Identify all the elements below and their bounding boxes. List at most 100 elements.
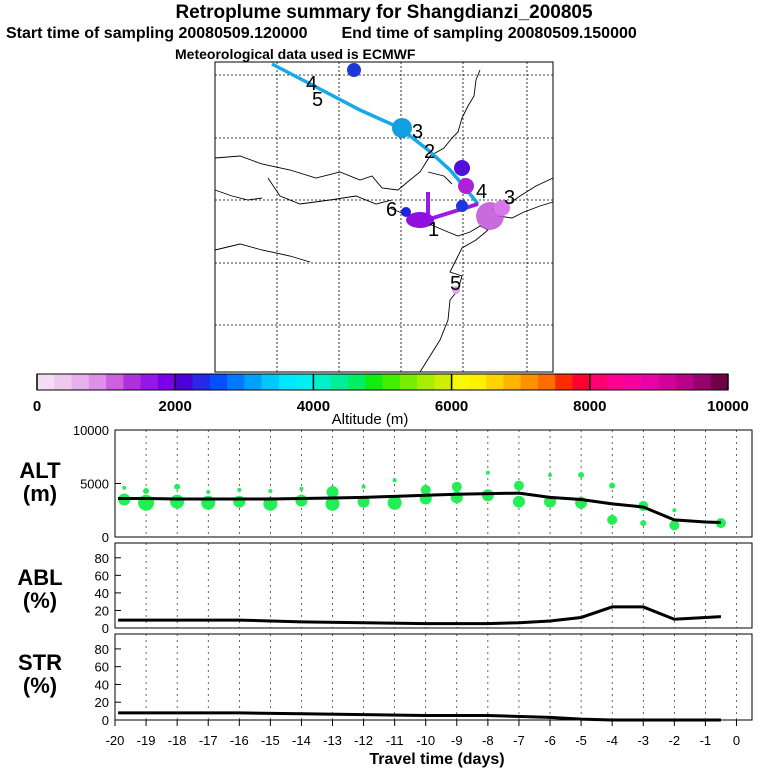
x-tick-label: -9: [451, 733, 463, 748]
plume-dot: [392, 118, 412, 138]
altitude-point: [640, 520, 647, 527]
colorbar-cell: [71, 374, 90, 390]
altitude-colorbar: [36, 373, 729, 391]
colorbar-ticks: 0 2000 4000 6000 8000 10000: [33, 374, 749, 415]
colorbar-cell: [434, 374, 453, 390]
colorbar-cell: [106, 374, 124, 390]
altitude-point: [609, 482, 616, 489]
altitude-point: [669, 520, 680, 531]
altitude-point: [299, 486, 304, 491]
y-tick-label: 40: [95, 677, 109, 692]
altitude-point: [361, 484, 366, 489]
colorbar-cell: [503, 374, 522, 390]
x-tick-label: -13: [323, 733, 342, 748]
map-label: 1: [428, 219, 439, 241]
altitude-point: [481, 489, 494, 502]
series-line: [118, 711, 721, 722]
map-label: 2: [424, 141, 435, 163]
y-tick-label: 5000: [80, 477, 109, 492]
plume-dot: [454, 160, 470, 176]
colorbar-cell: [37, 374, 55, 390]
chart-title: Retroplume summary for Shangdianzi_20080…: [175, 2, 593, 23]
met-data-label: Meteorological data used is ECMWF: [175, 46, 416, 62]
plume-dot: [456, 200, 468, 212]
x-tick-label: -20: [106, 733, 125, 748]
colorbar-cell: [330, 374, 349, 390]
x-tick-label: -14: [292, 733, 311, 748]
timeseries-panels: 0 5000 10000 0 20 40 60 80 0 20 40 60 80: [73, 423, 753, 728]
map-panel: 4 5 3 2 6 1 5 4 3: [214, 61, 554, 373]
map-labels: 4 5 3 2 6 1 5 4 3: [306, 73, 515, 295]
str-unit: (%): [23, 673, 57, 698]
plume-dot: [494, 200, 510, 216]
y-tick-label: 80: [95, 551, 109, 566]
sampling-times: Start time of sampling 20080509.120000 En…: [6, 25, 637, 43]
altitude-point: [548, 472, 553, 477]
colorbar-cell: [382, 374, 401, 390]
y-tick-label: 0: [102, 530, 109, 545]
colorbar-cell: [140, 374, 159, 390]
altitude-point: [485, 470, 490, 475]
y-tick-label: 10000: [73, 423, 109, 438]
colorbar-cell: [641, 374, 660, 390]
x-tick-label: -7: [513, 733, 525, 748]
colorbar-cell: [261, 374, 280, 390]
x-tick-label: -15: [261, 733, 280, 748]
colorbar-tick-label: 6000: [435, 398, 468, 415]
map-gridlines: [215, 62, 553, 372]
colorbar-cell: [589, 374, 608, 390]
plume-dot: [401, 207, 411, 217]
colorbar-cell: [537, 374, 556, 390]
colorbar-tick-label: 0: [33, 398, 41, 415]
x-axis-ticks: -20 -19 -18 -17 -16 -15 -14 -13 -12 -11 -10 -9 -8 -7-…: [106, 720, 740, 748]
colorbar-label: Altitude (m): [332, 411, 409, 428]
altitude-point: [237, 487, 242, 492]
altitude-point: [607, 514, 618, 525]
map-label: 5: [312, 89, 323, 111]
x-tick-label: -8: [482, 733, 494, 748]
alt-unit: (m): [23, 481, 57, 506]
colorbar-cell: [676, 374, 694, 390]
panel-frame: [114, 633, 753, 721]
plume-cluster: [347, 63, 510, 294]
altitude-point: [295, 494, 308, 507]
plume-dot: [406, 212, 434, 228]
x-tick-label: -18: [168, 733, 187, 748]
altitude-point: [233, 495, 246, 508]
colorbar-cell: [468, 374, 487, 390]
y-tick-label: 0: [102, 713, 109, 728]
x-tick-label: -2: [669, 733, 681, 748]
colorbar-cell: [227, 374, 245, 390]
altitude-point: [325, 496, 340, 511]
altitude-point: [122, 485, 127, 490]
colorbar-cell: [693, 374, 712, 390]
colorbar-cell: [313, 374, 332, 390]
altitude-point: [513, 480, 524, 491]
y-tick-label: 60: [95, 660, 109, 675]
colorbar-tick-label: 4000: [297, 398, 330, 415]
y-tick-label: 20: [95, 603, 109, 618]
colorbar-tick-label: 2000: [159, 398, 192, 415]
plume-dot: [347, 63, 361, 77]
colorbar-cell: [54, 374, 73, 390]
colorbar-cell: [175, 374, 193, 390]
colorbar-cell: [486, 374, 504, 390]
altitude-point: [206, 490, 211, 495]
x-tick-label: 0: [733, 733, 740, 748]
x-tick-label: -3: [637, 733, 649, 748]
alt-label: ALT: [19, 458, 61, 483]
altitude-point: [578, 471, 585, 478]
x-tick-label: -19: [137, 733, 156, 748]
altitude-point: [715, 518, 726, 529]
colorbar-tick-label: 10000: [707, 398, 749, 415]
map-label: 3: [412, 121, 423, 143]
x-tick-label: -17: [199, 733, 218, 748]
y-tick-label: 40: [95, 586, 109, 601]
colorbar-cell: [123, 374, 142, 390]
colorbar-cell: [365, 374, 383, 390]
colorbar-cell: [296, 374, 314, 390]
str-label: STR: [18, 650, 62, 675]
colorbar-cell: [209, 374, 228, 390]
colorbar-cell: [607, 374, 625, 390]
colorbar-cell: [347, 374, 366, 390]
